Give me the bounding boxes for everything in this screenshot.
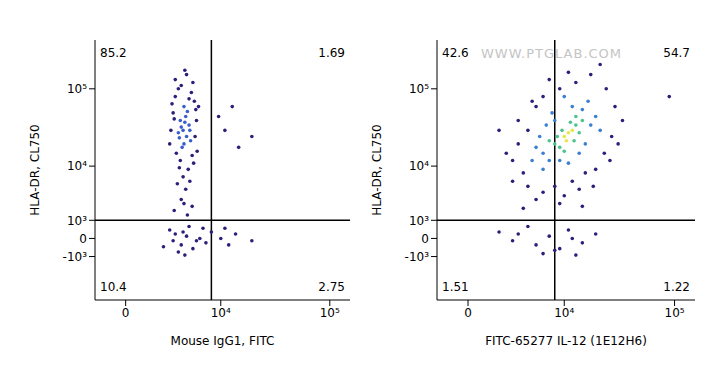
html-text:85.2: 85.2 — [100, 46, 127, 60]
svg-text:0: 0 — [421, 232, 429, 246]
svg-text:-10³: -10³ — [63, 250, 88, 264]
svg-text:0: 0 — [122, 306, 130, 320]
svg-text:10⁵: 10⁵ — [409, 82, 429, 96]
html-text:1.22: 1.22 — [663, 280, 690, 294]
svg-text:-10³: -10³ — [405, 250, 430, 264]
svg-text:10³: 10³ — [409, 214, 429, 228]
svg-text:Mouse IgG1, FITC: Mouse IgG1, FITC — [171, 334, 275, 348]
svg-text:10⁵: 10⁵ — [665, 306, 685, 320]
html-text:1.69: 1.69 — [318, 46, 345, 60]
svg-text:10⁴: 10⁴ — [554, 306, 574, 320]
svg-text:FITC-65277 IL-12 (1E12H6): FITC-65277 IL-12 (1E12H6) — [485, 334, 647, 348]
html-text:54.7: 54.7 — [663, 46, 690, 60]
svg-text:10⁵: 10⁵ — [320, 306, 340, 320]
svg-text:10⁴: 10⁴ — [409, 159, 429, 173]
svg-text:10⁴: 10⁴ — [211, 306, 231, 320]
svg-text:10⁵: 10⁵ — [67, 82, 87, 96]
html-text:1.51: 1.51 — [442, 280, 469, 294]
svg-text:10³: 10³ — [67, 214, 87, 228]
svg-text:0: 0 — [464, 306, 472, 320]
html-text:WWW.PTGLAB.COM: WWW.PTGLAB.COM — [481, 46, 623, 61]
html-text:42.6: 42.6 — [442, 46, 469, 60]
svg-text:0: 0 — [79, 232, 87, 246]
svg-text:HLA-DR, CL750: HLA-DR, CL750 — [28, 124, 42, 215]
html-text:2.75: 2.75 — [318, 280, 345, 294]
svg-text:10⁴: 10⁴ — [67, 159, 87, 173]
html-text:10.4: 10.4 — [100, 280, 127, 294]
svg-text:HLA-DR, CL750: HLA-DR, CL750 — [370, 124, 384, 215]
